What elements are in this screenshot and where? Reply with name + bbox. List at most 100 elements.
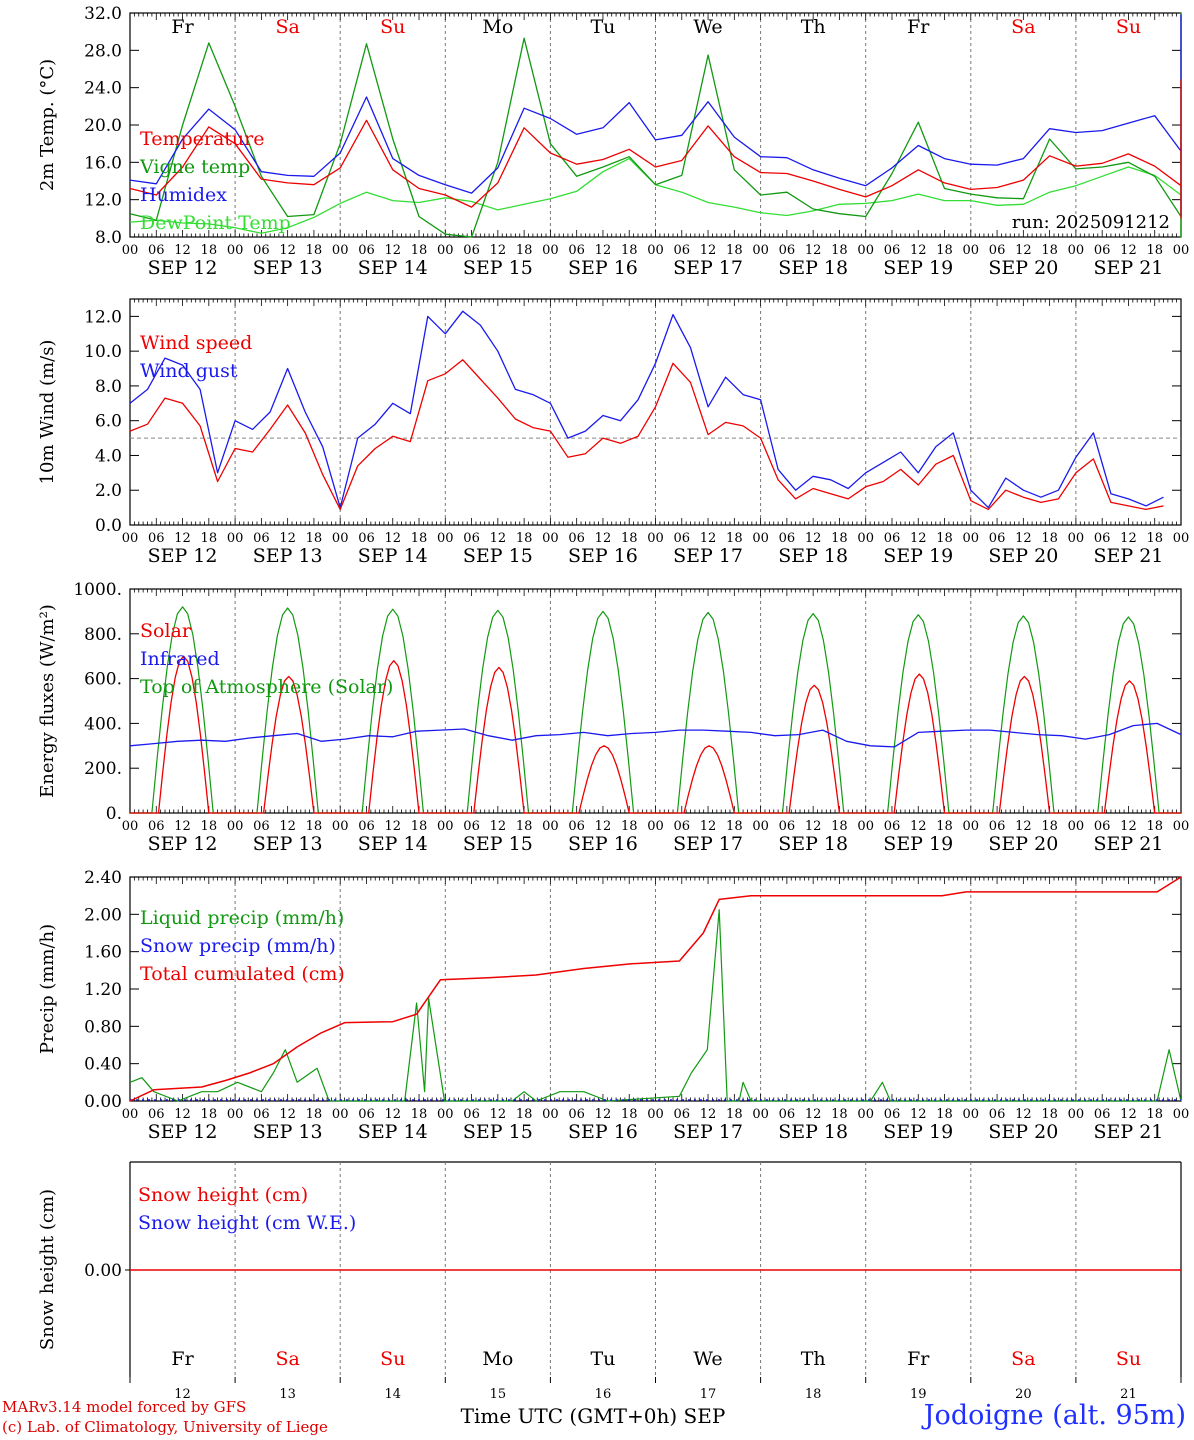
temp-y-tick-label: 8.0 [95, 228, 122, 248]
energy-hour-label: 00 [227, 819, 244, 834]
energy-hour-label: 18 [411, 819, 428, 834]
energy-hour-label: 00 [437, 819, 454, 834]
temp-hour-label: 06 [779, 243, 796, 258]
precip-y-axis-label: Precip (mm/h) [37, 924, 58, 1054]
energy-date-label: SEP 12 [148, 833, 218, 855]
temp-hour-label: 06 [884, 243, 901, 258]
energy-hour-label: 06 [674, 819, 691, 834]
temp-y-tick-label: 20.0 [84, 116, 122, 136]
energy-hour-label: 06 [358, 819, 375, 834]
energy-hour-label: 18 [306, 819, 323, 834]
temp-legend-entry: Humidex [140, 184, 227, 206]
wind-hour-label: 06 [884, 531, 901, 546]
wind-hour-label: 12 [1015, 531, 1032, 546]
snow-legend-entry: Snow height (cm W.E.) [138, 1212, 356, 1234]
temp-series-line [129, 12, 1182, 238]
energy-hour-label: 12 [595, 819, 612, 834]
energy-y-tick-label: 1000. [73, 580, 122, 600]
wind-hour-label: 18 [936, 531, 953, 546]
temp-date-label: SEP 18 [778, 257, 848, 279]
x-axis-title: Time UTC (GMT+0h) SEP [460, 1404, 726, 1428]
wind-hour-label: 18 [201, 531, 218, 546]
precip-hour-label: 00 [963, 1107, 980, 1122]
temp-date-label: SEP 17 [673, 257, 743, 279]
precip-hour-label: 12 [1015, 1107, 1032, 1122]
bottom-day-name: Fr [171, 1348, 194, 1370]
energy-hour-label: 18 [201, 819, 218, 834]
precip-date-label: SEP 16 [568, 1121, 638, 1143]
precip-y-tick-label: 0.40 [84, 1055, 122, 1075]
energy-date-label: SEP 21 [1094, 833, 1164, 855]
temp-hour-label: 06 [463, 243, 480, 258]
wind-hour-label: 06 [779, 531, 796, 546]
temp-hour-label: 06 [674, 243, 691, 258]
wind-hour-label: 00 [752, 531, 769, 546]
precip-y-tick-label: 2.40 [84, 868, 122, 888]
temp-hour-label: 18 [1041, 243, 1058, 258]
temp-hour-label: 12 [1015, 243, 1032, 258]
precip-hour-label: 12 [910, 1107, 927, 1122]
temp-y-axis-label: 2m Temp. (°C) [37, 59, 58, 191]
energy-frame [129, 588, 1182, 814]
precip-hour-label: 06 [674, 1107, 691, 1122]
precip-hour-label: 00 [857, 1107, 874, 1122]
wind-legend-entry: Wind speed [140, 332, 252, 354]
wind-y-tick-label: 8.0 [95, 377, 122, 397]
energy-date-label: SEP 20 [988, 833, 1058, 855]
temp-hour-label: 12 [384, 243, 401, 258]
bottom-day-number: 14 [384, 1387, 401, 1402]
energy-hour-label: 00 [963, 819, 980, 834]
precip-hour-label: 00 [227, 1107, 244, 1122]
temp-day-name: We [693, 16, 722, 38]
energy-y-tick-label: 200. [84, 759, 122, 779]
wind-hour-label: 18 [1041, 531, 1058, 546]
wind-hour-label: 06 [358, 531, 375, 546]
wind-hour-label: 00 [963, 531, 980, 546]
precip-hour-label: 06 [358, 1107, 375, 1122]
model-credit: MARv3.14 model forced by GFS [2, 1398, 247, 1416]
precip-hour-label: 18 [1041, 1107, 1058, 1122]
temp-legend-entry: Vigne temp [139, 156, 250, 178]
wind-series-line [129, 310, 1164, 509]
bottom-day-number: 20 [1015, 1387, 1032, 1402]
precip-hour-label: 06 [148, 1107, 165, 1122]
energy-hour-label: 00 [1173, 819, 1190, 834]
bottom-day-number: 21 [1120, 1387, 1137, 1402]
temp-hour-label: 12 [700, 243, 717, 258]
precip-hour-label: 06 [568, 1107, 585, 1122]
wind-date-label: SEP 19 [883, 545, 953, 567]
precip-hour-label: 12 [279, 1107, 296, 1122]
wind-hour-label: 12 [700, 531, 717, 546]
precip-legend-entry: Liquid precip (mm/h) [140, 907, 344, 929]
run-label: run: 2025091212 [1012, 212, 1170, 233]
precip-hour-label: 18 [411, 1107, 428, 1122]
snow-y-tick-label: 0.00 [84, 1261, 122, 1281]
precip-hour-label: 12 [490, 1107, 507, 1122]
infrared-line [129, 722, 1182, 748]
precip-date-label: SEP 19 [883, 1121, 953, 1143]
cumulated-precip-line [129, 876, 1182, 1102]
energy-legend-entry: Top of Atmosphere (Solar) [140, 676, 393, 698]
wind-y-tick-label: 4.0 [95, 446, 122, 466]
energy-hour-label: 18 [1041, 819, 1058, 834]
precip-hour-label: 06 [989, 1107, 1006, 1122]
precip-hour-label: 12 [174, 1107, 191, 1122]
energy-hour-label: 18 [621, 819, 638, 834]
energy-hour-label: 00 [332, 819, 349, 834]
lab-credit: (c) Lab. of Climatology, University of L… [2, 1418, 328, 1436]
precip-legend-entry: Snow precip (mm/h) [140, 935, 336, 957]
temp-hour-label: 12 [279, 243, 296, 258]
energy-hour-label: 12 [279, 819, 296, 834]
energy-hour-label: 06 [989, 819, 1006, 834]
wind-hour-label: 06 [1094, 531, 1111, 546]
temp-day-name: Tu [590, 16, 615, 38]
wind-hour-label: 12 [490, 531, 507, 546]
bottom-day-number: 17 [700, 1387, 717, 1402]
bottom-day-number: 12 [174, 1387, 191, 1402]
wind-date-label: SEP 13 [253, 545, 323, 567]
temp-date-label: SEP 15 [463, 257, 533, 279]
wind-hour-label: 00 [857, 531, 874, 546]
temp-hour-label: 18 [936, 243, 953, 258]
wind-hour-label: 12 [910, 531, 927, 546]
wind-hour-label: 00 [332, 531, 349, 546]
